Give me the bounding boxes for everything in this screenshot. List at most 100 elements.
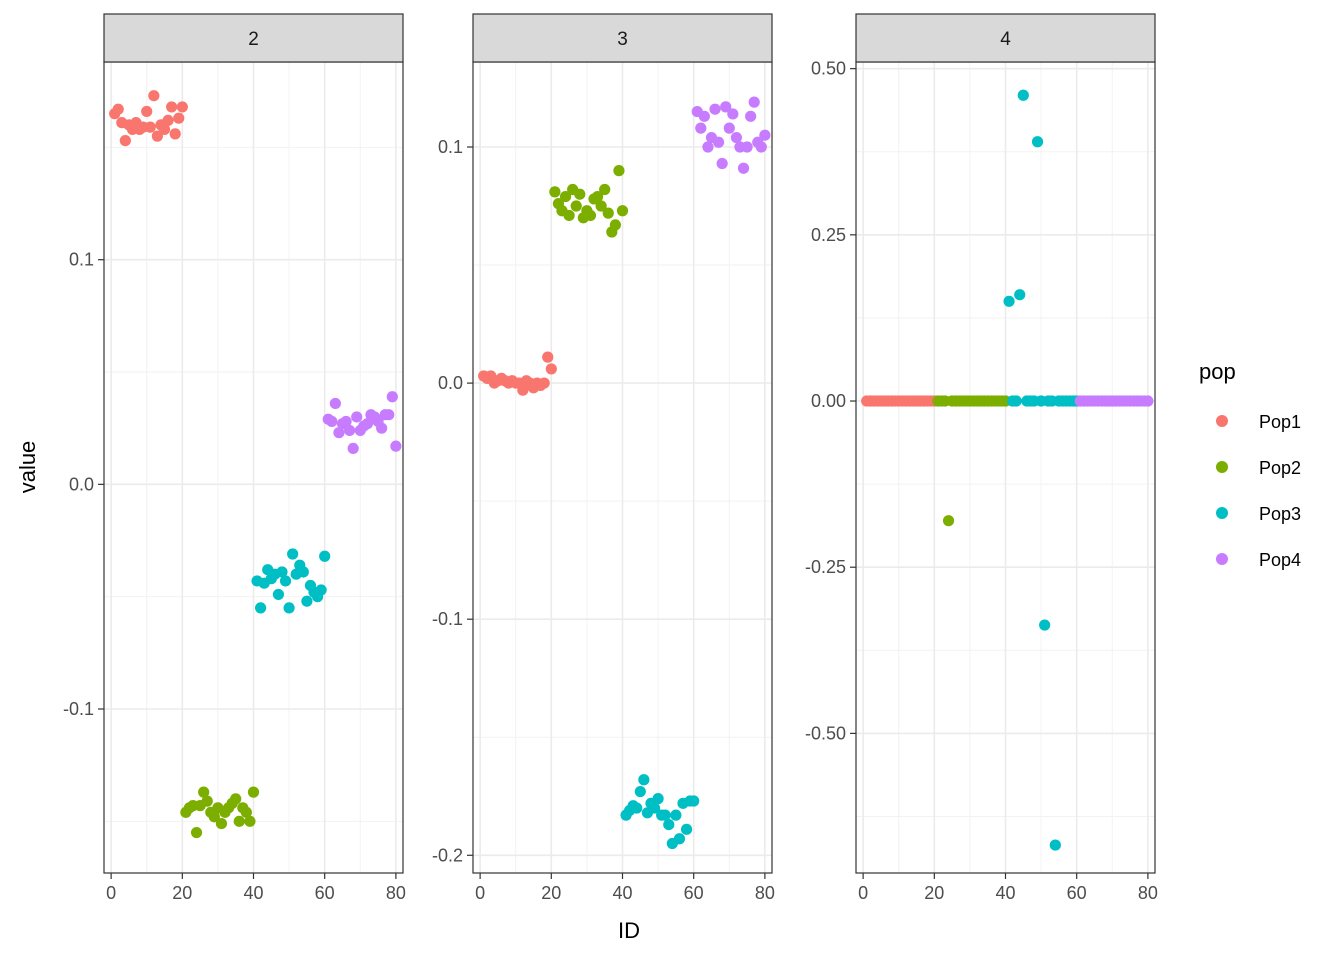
data-point (1017, 89, 1029, 101)
x-tick-label: 0 (475, 883, 485, 903)
data-point (173, 112, 185, 124)
data-point (198, 786, 210, 798)
legend-entry-Pop2: Pop2 (1216, 458, 1301, 478)
data-point (713, 136, 725, 148)
data-point (584, 209, 597, 222)
data-point (1003, 295, 1015, 307)
data-point (648, 802, 661, 814)
data-point (283, 602, 295, 614)
data-point (702, 141, 714, 153)
data-point (247, 786, 260, 798)
x-tick-label: 60 (315, 883, 335, 903)
x-tick-label: 0 (106, 883, 116, 903)
data-point (631, 802, 643, 814)
data-point (748, 96, 760, 108)
data-point (599, 183, 611, 196)
y-tick-label: -0.50 (805, 723, 846, 743)
x-axis-title: ID (618, 918, 640, 943)
x-tick-label: 80 (755, 883, 775, 903)
data-point (390, 440, 402, 452)
series-Pop2 (180, 786, 260, 839)
series-Pop3 (620, 774, 700, 850)
data-point (240, 806, 252, 818)
series-Pop4 (322, 391, 402, 455)
y-tick-label: -0.2 (432, 845, 463, 865)
legend-key (1216, 415, 1228, 427)
series-Pop2 (932, 395, 1012, 527)
data-point (741, 141, 753, 153)
data-point (720, 101, 732, 113)
data-point (119, 135, 131, 147)
legend-label: Pop2 (1259, 458, 1301, 478)
data-point (652, 793, 664, 805)
data-point (166, 101, 178, 113)
x-tick-label: 80 (1138, 883, 1158, 903)
data-point (141, 105, 153, 118)
x-tick-label: 60 (684, 883, 704, 903)
legend-key (1216, 553, 1228, 565)
data-point (276, 566, 288, 578)
facet-strip (472, 13, 773, 63)
x-tick-label: 20 (541, 883, 561, 903)
data-point (230, 793, 242, 805)
data-point (688, 795, 700, 807)
data-point (272, 588, 285, 601)
facet-strip-label: 4 (1000, 29, 1011, 50)
data-point (730, 131, 743, 144)
series-Pop3 (251, 548, 331, 614)
legend: pop Pop1 Pop2 Pop3 Pop4 (1199, 359, 1301, 570)
data-point (158, 123, 171, 135)
panel-2: 20 20 40 60 800.10.0-0.1 (63, 13, 406, 903)
data-point (376, 422, 388, 434)
y-tick-label: 0.50 (811, 59, 846, 79)
x-tick-label: 40 (243, 883, 263, 903)
facet-strip-label: 3 (617, 29, 628, 50)
legend-title: pop (1199, 359, 1236, 384)
data-point (716, 157, 728, 170)
data-point (602, 207, 614, 219)
data-point (595, 200, 607, 212)
panels: 20 20 40 60 800.10.0-0.130 20 40 60 800.10.0-0.1… (63, 13, 1158, 903)
data-point (542, 351, 554, 363)
data-point (634, 785, 646, 798)
data-point (574, 188, 586, 200)
data-point (144, 121, 156, 133)
facet-strip (855, 13, 1156, 63)
data-point (244, 815, 256, 827)
legend-key (1216, 507, 1228, 519)
data-point (301, 595, 313, 607)
x-tick-label: 80 (386, 883, 406, 903)
data-point (663, 818, 675, 831)
x-tick-label: 40 (995, 883, 1015, 903)
data-point (340, 415, 352, 428)
panel-4: 40 20 40 60 800.500.250.00-0.25-0.50 (805, 13, 1158, 903)
y-tick-label: 0.00 (811, 391, 846, 411)
legend-label: Pop1 (1259, 412, 1301, 432)
data-point (727, 108, 739, 120)
data-point (169, 128, 181, 140)
data-point (1142, 395, 1154, 407)
data-point (319, 550, 331, 562)
data-point (745, 110, 757, 122)
data-point (517, 384, 529, 396)
data-point (326, 415, 338, 428)
data-point (1039, 619, 1051, 631)
data-point (208, 811, 220, 823)
data-point (333, 427, 345, 439)
data-point (755, 141, 767, 153)
facet-strip-label: 2 (248, 29, 259, 50)
series-Pop1 (478, 351, 557, 396)
legend-key (1216, 461, 1228, 473)
panel-3: 3 0 20 40 60 80 0.1 0.0 -0.1 -0.2 (432, 13, 775, 903)
data-point (616, 205, 629, 217)
data-point (538, 377, 550, 389)
data-point (215, 817, 228, 830)
data-point (151, 130, 163, 142)
y-tick-label: -0.1 (63, 699, 94, 719)
series-Pop2 (549, 165, 629, 238)
data-point (680, 823, 693, 835)
data-point (315, 584, 327, 596)
y-tick-label: 0.1 (69, 250, 94, 270)
data-point (279, 575, 292, 587)
